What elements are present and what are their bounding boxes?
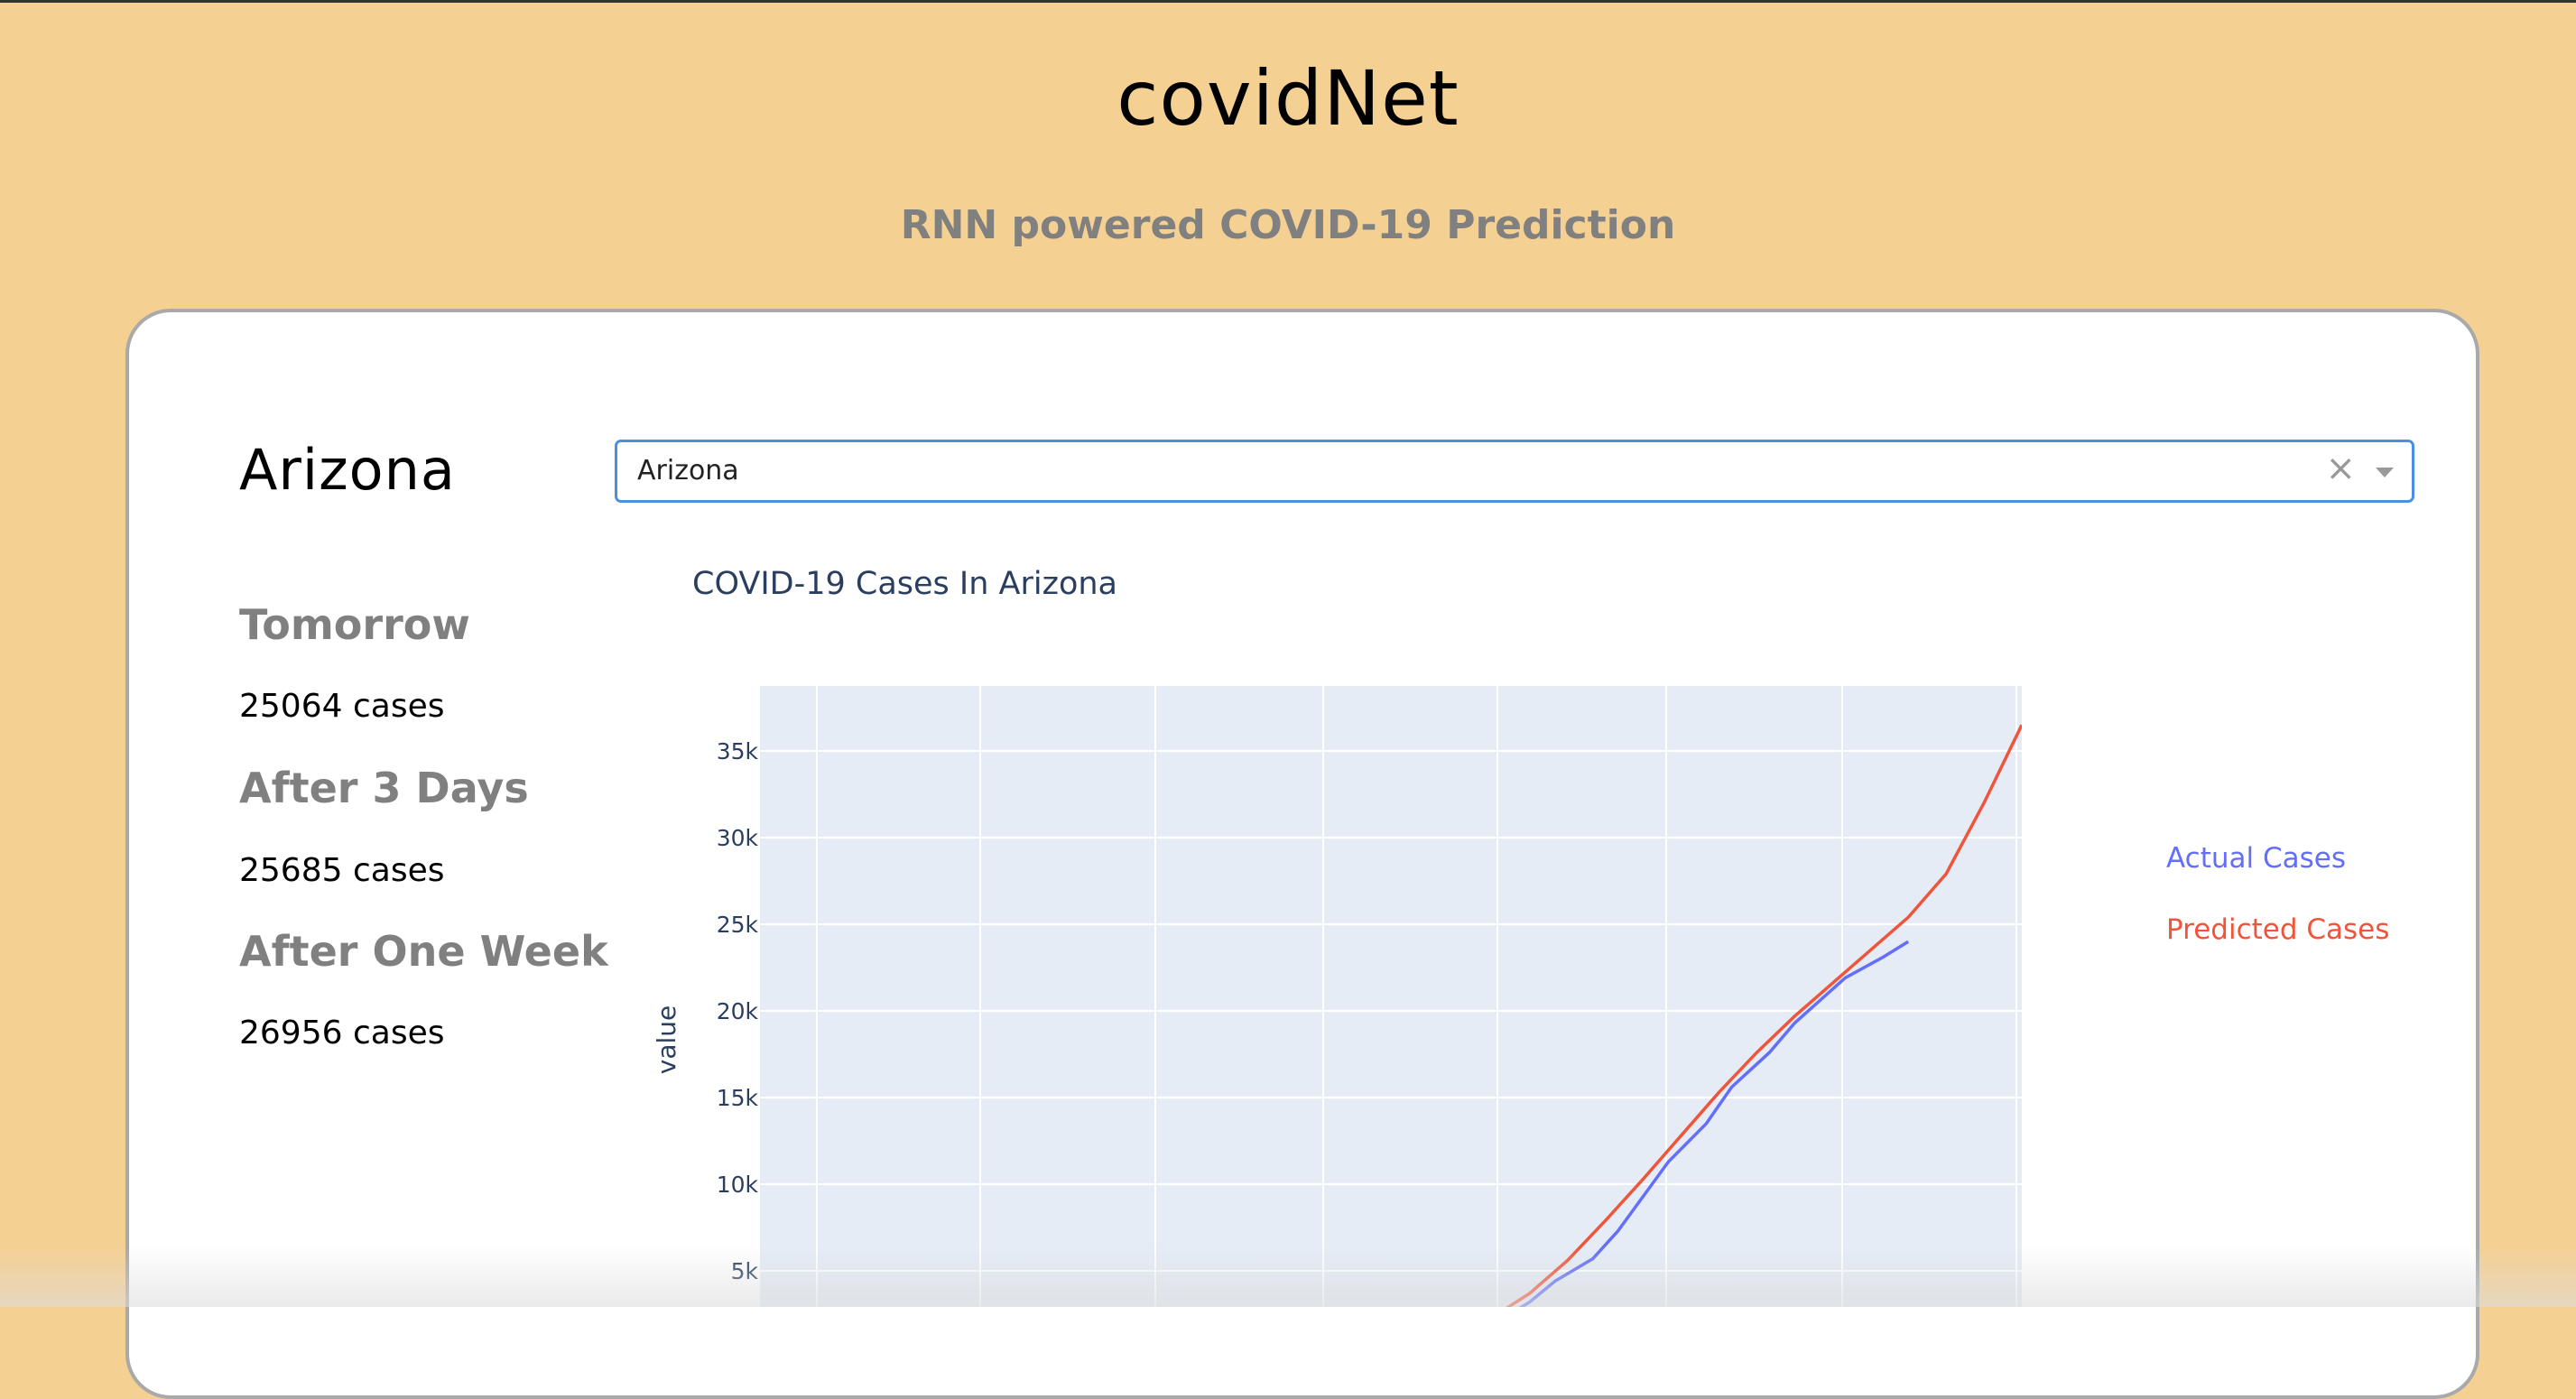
prediction-label-tomorrow: Tomorrow	[239, 600, 470, 649]
prediction-value-week: 26956 cases	[239, 1015, 445, 1052]
app-subtitle: RNN powered COVID-19 Prediction	[900, 202, 1676, 248]
state-select-dropdown[interactable]: Arizona ×	[615, 440, 2414, 503]
legend-item-0: Actual Cases	[2166, 842, 2346, 875]
legend-item-1: Predicted Cases	[2166, 913, 2389, 946]
prediction-value-3-days: 25685 cases	[239, 852, 445, 889]
y-axis-label: value	[652, 1005, 681, 1074]
window-top-border	[0, 0, 2576, 3]
clear-icon[interactable]: ×	[2325, 448, 2356, 489]
app-title: covidNet	[1117, 54, 1459, 143]
prediction-value-tomorrow: 25064 cases	[239, 688, 445, 725]
chart-title: COVID-19 Cases In Arizona	[692, 566, 1117, 602]
covid-chart: 5k 10k 15k 20k 25k 30k 35k value Actual Cases Pre…	[652, 686, 2389, 1307]
y-tick-label: 30k	[717, 825, 759, 851]
chevron-down-icon[interactable]	[2376, 468, 2394, 477]
select-value: Arizona	[637, 455, 739, 486]
y-tick-label: 5k	[731, 1258, 759, 1284]
y-tick-label: 15k	[717, 1085, 759, 1111]
y-tick-label: 35k	[717, 738, 759, 764]
plot-area	[760, 686, 2022, 1307]
y-tick-label: 10k	[717, 1172, 759, 1198]
prediction-label-week: After One Week	[239, 927, 608, 976]
prediction-label-3-days: After 3 Days	[239, 764, 529, 812]
y-tick-label: 25k	[717, 912, 759, 938]
state-title: Arizona	[239, 437, 456, 503]
y-tick-label: 20k	[717, 998, 759, 1024]
